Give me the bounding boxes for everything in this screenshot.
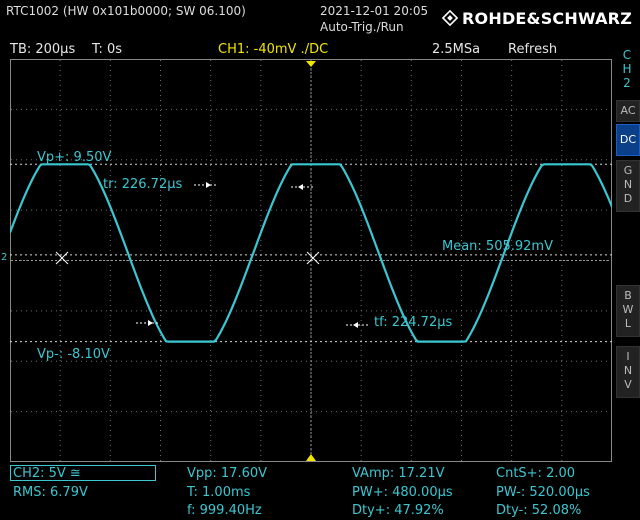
coupling-gnd-button[interactable]: G N D (616, 160, 640, 212)
rs-diamond-icon (442, 10, 459, 26)
edge-marker (148, 320, 153, 326)
button-label: L (624, 317, 632, 330)
vp-plus-label: Vp+: 9.50V (37, 150, 112, 165)
channel-ground-marker[interactable]: 2 (1, 252, 8, 263)
trigger-position-marker[interactable] (306, 61, 316, 67)
button-label: AC (620, 104, 636, 117)
ch2-scale: CH2: 5V ≅ (13, 466, 81, 481)
timebase[interactable]: TB: 200µs (10, 42, 76, 57)
fall-time-label: tf: 224.72µs (374, 315, 453, 330)
status-bar (0, 40, 612, 60)
cnts-plus-value: CntS+: 2.00 (496, 466, 576, 481)
button-label: DC (619, 133, 637, 146)
device-info: RTC1002 (HW 0x101b0000; SW 06.100) (6, 4, 246, 18)
trigger-position-bottom-marker (306, 454, 316, 461)
trigger-mode: Auto-Trig./Run (320, 20, 404, 34)
vamp-value: VAmp: 17.21V (352, 466, 445, 481)
dty-minus-value: Dty-: 52.08% (496, 503, 582, 518)
button-label: D (623, 192, 633, 205)
time-offset[interactable]: T: 0s (92, 42, 123, 57)
coupling-ac-button[interactable]: AC (616, 100, 640, 122)
brand-name: ROHDE&SCHWARZ (462, 9, 632, 28)
button-label: G (623, 164, 633, 177)
rms-value: RMS: 6.79V (13, 485, 88, 500)
vpp-value: Vpp: 17.60V (187, 466, 268, 481)
pw-minus-value: PW-: 520.00µs (496, 485, 590, 500)
channel-setting[interactable]: CH1: -40mV ./DC (218, 42, 329, 57)
title-bar (0, 0, 640, 40)
dty-plus-value: Dty+: 47.92% (352, 503, 444, 518)
waveform-display[interactable] (10, 59, 612, 462)
channel-letter: H (622, 62, 632, 76)
channel-letter: 2 (623, 76, 631, 90)
rise-time-label: tr: 226.72µs (103, 177, 183, 192)
button-label: N (623, 364, 633, 377)
period-value: T: 1.00ms (187, 485, 251, 500)
channel-2-trace (10, 163, 612, 343)
channel-letter: C (622, 48, 632, 62)
sample-rate: 2.5MSa (432, 42, 481, 57)
edge-marker (206, 182, 211, 188)
acquisition-mode[interactable]: Refresh (508, 42, 558, 57)
crossing-marker (306, 251, 320, 265)
ch2-scale-box[interactable] (10, 465, 156, 481)
button-label: I (626, 350, 630, 363)
pw-plus-value: PW+: 480.00µs (352, 485, 453, 500)
vp-minus-label: Vp-: -8.10V (37, 347, 110, 362)
button-label: B (624, 289, 632, 302)
measurement-markers (55, 182, 370, 328)
invert-button[interactable]: I N V (616, 346, 640, 398)
mean-label: Mean: 505.92mV (442, 239, 553, 254)
button-label: N (623, 178, 633, 191)
crossing-marker (55, 251, 69, 265)
button-label: V (624, 378, 632, 391)
datetime: 2021-12-01 20:05 (320, 4, 429, 18)
brand-logo: ROHDE&SCHWARZ (442, 9, 632, 28)
coupling-dc-button[interactable]: DC (616, 124, 640, 156)
frequency-value: f: 999.40Hz (187, 503, 262, 518)
bwl-button[interactable]: B W L (616, 285, 640, 337)
channel-indicator: C H 2 (619, 48, 635, 90)
measurement-panel (0, 462, 640, 520)
button-label: W (622, 303, 634, 316)
